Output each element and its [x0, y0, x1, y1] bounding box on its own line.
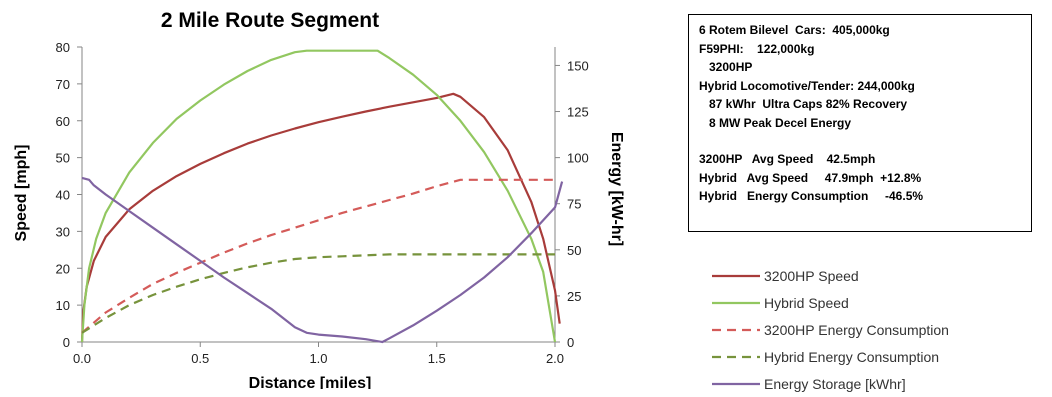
series-line-hybrid-speed [80, 49, 557, 343]
legend-item-3200hp-speed: 3200HP Speed [712, 262, 1042, 289]
right-axis-title: Energy [kW-hr] [608, 132, 625, 246]
left-tick-label: 60 [56, 114, 70, 129]
left-tick-label: 50 [56, 151, 70, 166]
right-axis-ticks: 0 25 50 75 100 125 150 [555, 58, 589, 350]
legend-label: 3200HP Speed [764, 267, 859, 284]
chart: 2 Mile Route Segment 0.0 0.5 1.0 1.5 2.0 0 10… [13, 9, 625, 389]
info-line-peak-decel: 8 MW Peak Decel Energy [699, 115, 852, 130]
legend-swatch [712, 301, 760, 304]
left-axis-ticks: 0 10 20 30 40 50 60 70 80 [56, 40, 82, 350]
left-tick-label: 10 [56, 298, 70, 313]
series-line-3200hp-energy-consumption [81, 178, 555, 334]
left-tick-label: 0 [63, 335, 70, 350]
right-tick-label: 0 [567, 335, 574, 350]
legend-swatch [712, 328, 760, 331]
info-line-cars: 6 Rotem Bilevel Cars: 405,000kg [699, 23, 890, 37]
legend-label: Hybrid Speed [764, 294, 849, 311]
left-tick-label: 40 [56, 188, 70, 203]
left-tick-label: 80 [56, 40, 70, 55]
right-tick-label: 125 [567, 105, 589, 120]
x-axis-ticks: 0.0 0.5 1.0 1.5 2.0 [73, 342, 564, 366]
x-tick-label: 1.5 [428, 351, 446, 366]
series-line-3200hp-speed [80, 92, 561, 343]
info-line-f59phi: F59PHI: 122,000kg [699, 41, 815, 56]
info-line-hybrid-energy: Hybrid Energy Consumption -46.5% [699, 189, 924, 203]
legend-item-hybrid-energy-consumption: Hybrid Energy Consumption [712, 343, 1042, 370]
legend-label: Energy Storage [kWhr] [764, 375, 906, 392]
chart-title: 2 Mile Route Segment [161, 9, 379, 32]
x-axis-title: Distance [miles] [249, 375, 372, 389]
right-tick-label: 100 [567, 151, 589, 166]
left-tick-label: 30 [56, 224, 70, 239]
info-box: 6 Rotem Bilevel Cars: 405,000kg F59PHI: … [688, 14, 1032, 232]
info-line-hybrid-loco: Hybrid Locomotive/Tender: 244,000kg [699, 78, 915, 93]
x-tick-label: 2.0 [546, 351, 564, 366]
right-tick-label: 50 [567, 243, 581, 258]
series-line-energy-storage-kwhr [81, 176, 564, 344]
legend-swatch [712, 382, 760, 385]
series-line-hybrid-energy-consumption [81, 253, 555, 334]
legend: 3200HP Speed Hybrid Speed 3200HP Energy Co… [712, 262, 1042, 397]
legend-item-energy-storage-kwhr: Energy Storage [kWhr] [712, 370, 1042, 397]
legend-label: 3200HP Energy Consumption [764, 321, 949, 338]
x-tick-label: 0.0 [73, 351, 91, 366]
x-tick-label: 1.0 [309, 351, 327, 366]
info-line-ultra-caps: 87 kWhr Ultra Caps 82% Recovery [699, 97, 908, 111]
x-tick-label: 0.5 [191, 351, 209, 366]
legend-swatch [712, 355, 760, 358]
left-axis-title: Speed [mph] [13, 145, 30, 242]
legend-label: Hybrid Energy Consumption [764, 348, 940, 365]
series-layer [80, 49, 564, 344]
legend-item-3200hp-energy-consumption: 3200HP Energy Consumption [712, 316, 1042, 343]
legend-swatch [712, 274, 760, 277]
info-line-hybrid-avg-speed: Hybrid Avg Speed 47.9mph +12.8% [699, 170, 922, 185]
plot-area [81, 47, 556, 343]
right-tick-label: 150 [567, 58, 589, 73]
info-spacer [699, 132, 1021, 150]
left-tick-label: 70 [56, 77, 70, 92]
left-tick-label: 20 [56, 261, 70, 276]
info-line-3200hp-avg-speed: 3200HP Avg Speed 42.5mph [699, 152, 876, 166]
right-tick-label: 25 [567, 289, 581, 304]
right-tick-label: 75 [567, 197, 581, 212]
info-line-3200hp: 3200HP [699, 60, 753, 74]
legend-item-hybrid-speed: Hybrid Speed [712, 289, 1042, 316]
